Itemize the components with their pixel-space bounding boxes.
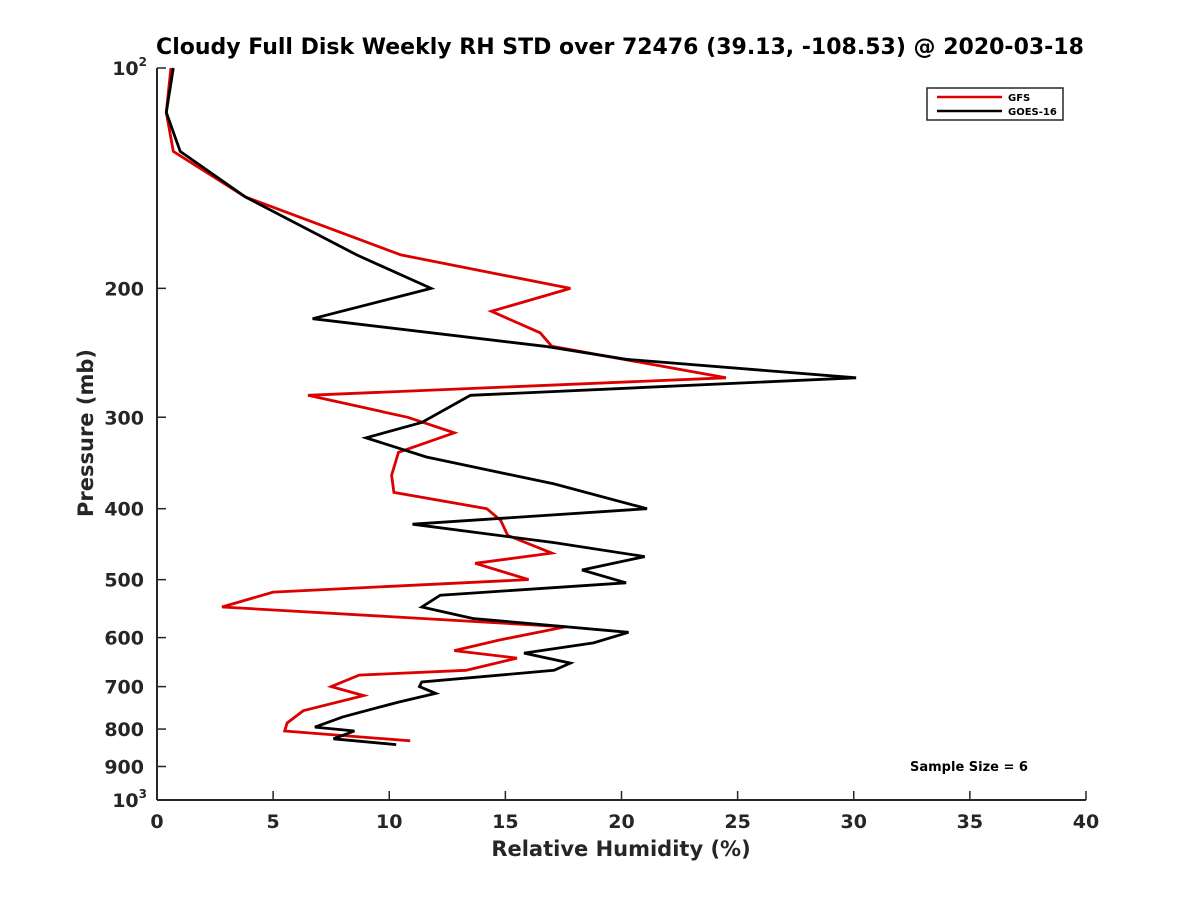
sample-size-annotation: Sample Size = 6 [910,760,1028,775]
y-tick-exponent: 2 [139,55,147,69]
chart-title: Cloudy Full Disk Weekly RH STD over 7247… [156,35,1084,60]
x-axis-label: Relative Humidity (%) [491,837,750,861]
series-line-goes-16 [164,67,857,746]
y-tick-label: 102 [112,55,147,80]
legend-label-goes16: GOES-16 [1008,107,1057,118]
x-tick-label: 10 [376,811,402,833]
x-tick-label: 0 [150,811,163,833]
x-tick-label: 30 [841,811,867,833]
y-tick-label: 900 [104,757,144,779]
x-tick-label: 5 [267,811,280,833]
legend: GFS GOES-16 [926,87,1064,121]
y-tick-label: 300 [104,407,144,429]
y-tick-label: 103 [112,787,147,812]
x-tick-label: 40 [1073,811,1099,833]
y-tick-label: 400 [104,499,144,521]
y-tick-label: 700 [104,677,144,699]
legend-label-gfs: GFS [1008,93,1030,104]
legend-box [926,87,1064,121]
x-tick-label: 20 [608,811,634,833]
y-tick-label: 800 [104,719,144,741]
x-tick-label: 25 [724,811,750,833]
y-tick-exponent: 3 [139,787,147,801]
y-tick-label: 200 [104,278,144,300]
series-lines [164,67,857,746]
plot-background [157,68,1086,800]
y-axis-label: Pressure (mb) [74,349,98,517]
plot-area [156,68,1086,801]
y-tick-label: 600 [104,628,144,650]
x-tick-label: 35 [957,811,983,833]
series-line-gfs [164,67,727,743]
x-tick-label: 15 [492,811,518,833]
y-tick-label: 500 [104,570,144,592]
axis-ticks: 0 5 10 15 20 25 30 35 40 102 200 300 400 500 600 700 800… [104,55,1099,833]
